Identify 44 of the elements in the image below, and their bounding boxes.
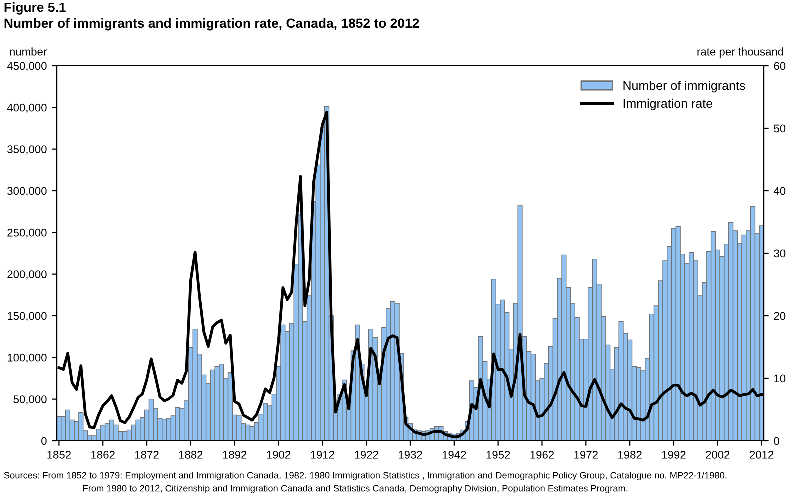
x-tick-label: 1912 <box>311 451 334 459</box>
x-tick-label: 2002 <box>706 451 730 459</box>
chart-title: Figure 5.1 <box>4 2 66 15</box>
y2-tick-label: 20 <box>774 312 786 320</box>
x-tick-label: 1992 <box>662 451 686 459</box>
y-tick-label: 50,000 <box>14 396 47 405</box>
y-tick-label: 100,000 <box>8 354 47 364</box>
y-tick-label: 400,000 <box>7 104 47 114</box>
x-tick-label: 1962 <box>530 451 554 459</box>
y2-tick-label: 60 <box>774 62 786 70</box>
bar <box>65 410 71 441</box>
legend-label: Immigration rate <box>624 98 712 111</box>
x-tick-label: 1932 <box>398 451 422 459</box>
text: From 1980 to 2012, Citizenship and Immigration Canada and Statistics Canada, Demography Division, Population Estimates Program. <box>83 485 628 494</box>
x-tick-label: 1892 <box>223 451 247 459</box>
legend-label: Number of immigrants <box>624 81 746 93</box>
x-tick-label: 1872 <box>136 451 159 459</box>
bar <box>236 416 242 441</box>
y2-tick-label: 0 <box>774 437 780 446</box>
y-tick-label: 450,000 <box>7 62 47 72</box>
y-tick-label: 200,000 <box>8 270 47 280</box>
x-tick-label: 1982 <box>618 451 642 459</box>
y-axis-title: number <box>10 48 47 56</box>
source-note: Sources: From 1852 to 1979: Employment and Immigration Canada. 1982. 1980 Immigration Statistics , Immigration and Demographic Policy Group, Catalogue no. MP22-1/1980. <box>4 472 727 481</box>
chart-subtitle: Number of immigrants and immigration rate, Canada, 1852 to 2012 <box>4 18 420 31</box>
y-tick-label: 300,000 <box>8 187 47 196</box>
x-tick-label: 1922 <box>355 451 378 459</box>
x-tick-label: 2012 <box>750 451 774 459</box>
y-tick-label: 250,000 <box>8 228 47 238</box>
x-tick-label: 1852 <box>48 451 71 459</box>
y-tick-label: 350,000 <box>8 146 47 155</box>
y-tick-label: 150,000 <box>8 312 47 322</box>
y-tick-label: 0 <box>42 437 47 446</box>
y2-tick-label: 10 <box>774 374 786 383</box>
y2-tick-label: 30 <box>774 250 786 258</box>
y2-tick-label: 40 <box>774 187 786 196</box>
y2-axis-title: rate per thousand <box>698 48 784 58</box>
x-tick-label: 1972 <box>574 451 598 459</box>
x-tick-label: 1882 <box>179 451 203 459</box>
x-tick-label: 1942 <box>442 451 466 459</box>
x-tick-label: 1862 <box>92 451 115 459</box>
x-tick-label: 1902 <box>267 451 291 459</box>
x-tick-label: 1952 <box>486 451 510 459</box>
y2-tick-label: 50 <box>774 124 786 133</box>
